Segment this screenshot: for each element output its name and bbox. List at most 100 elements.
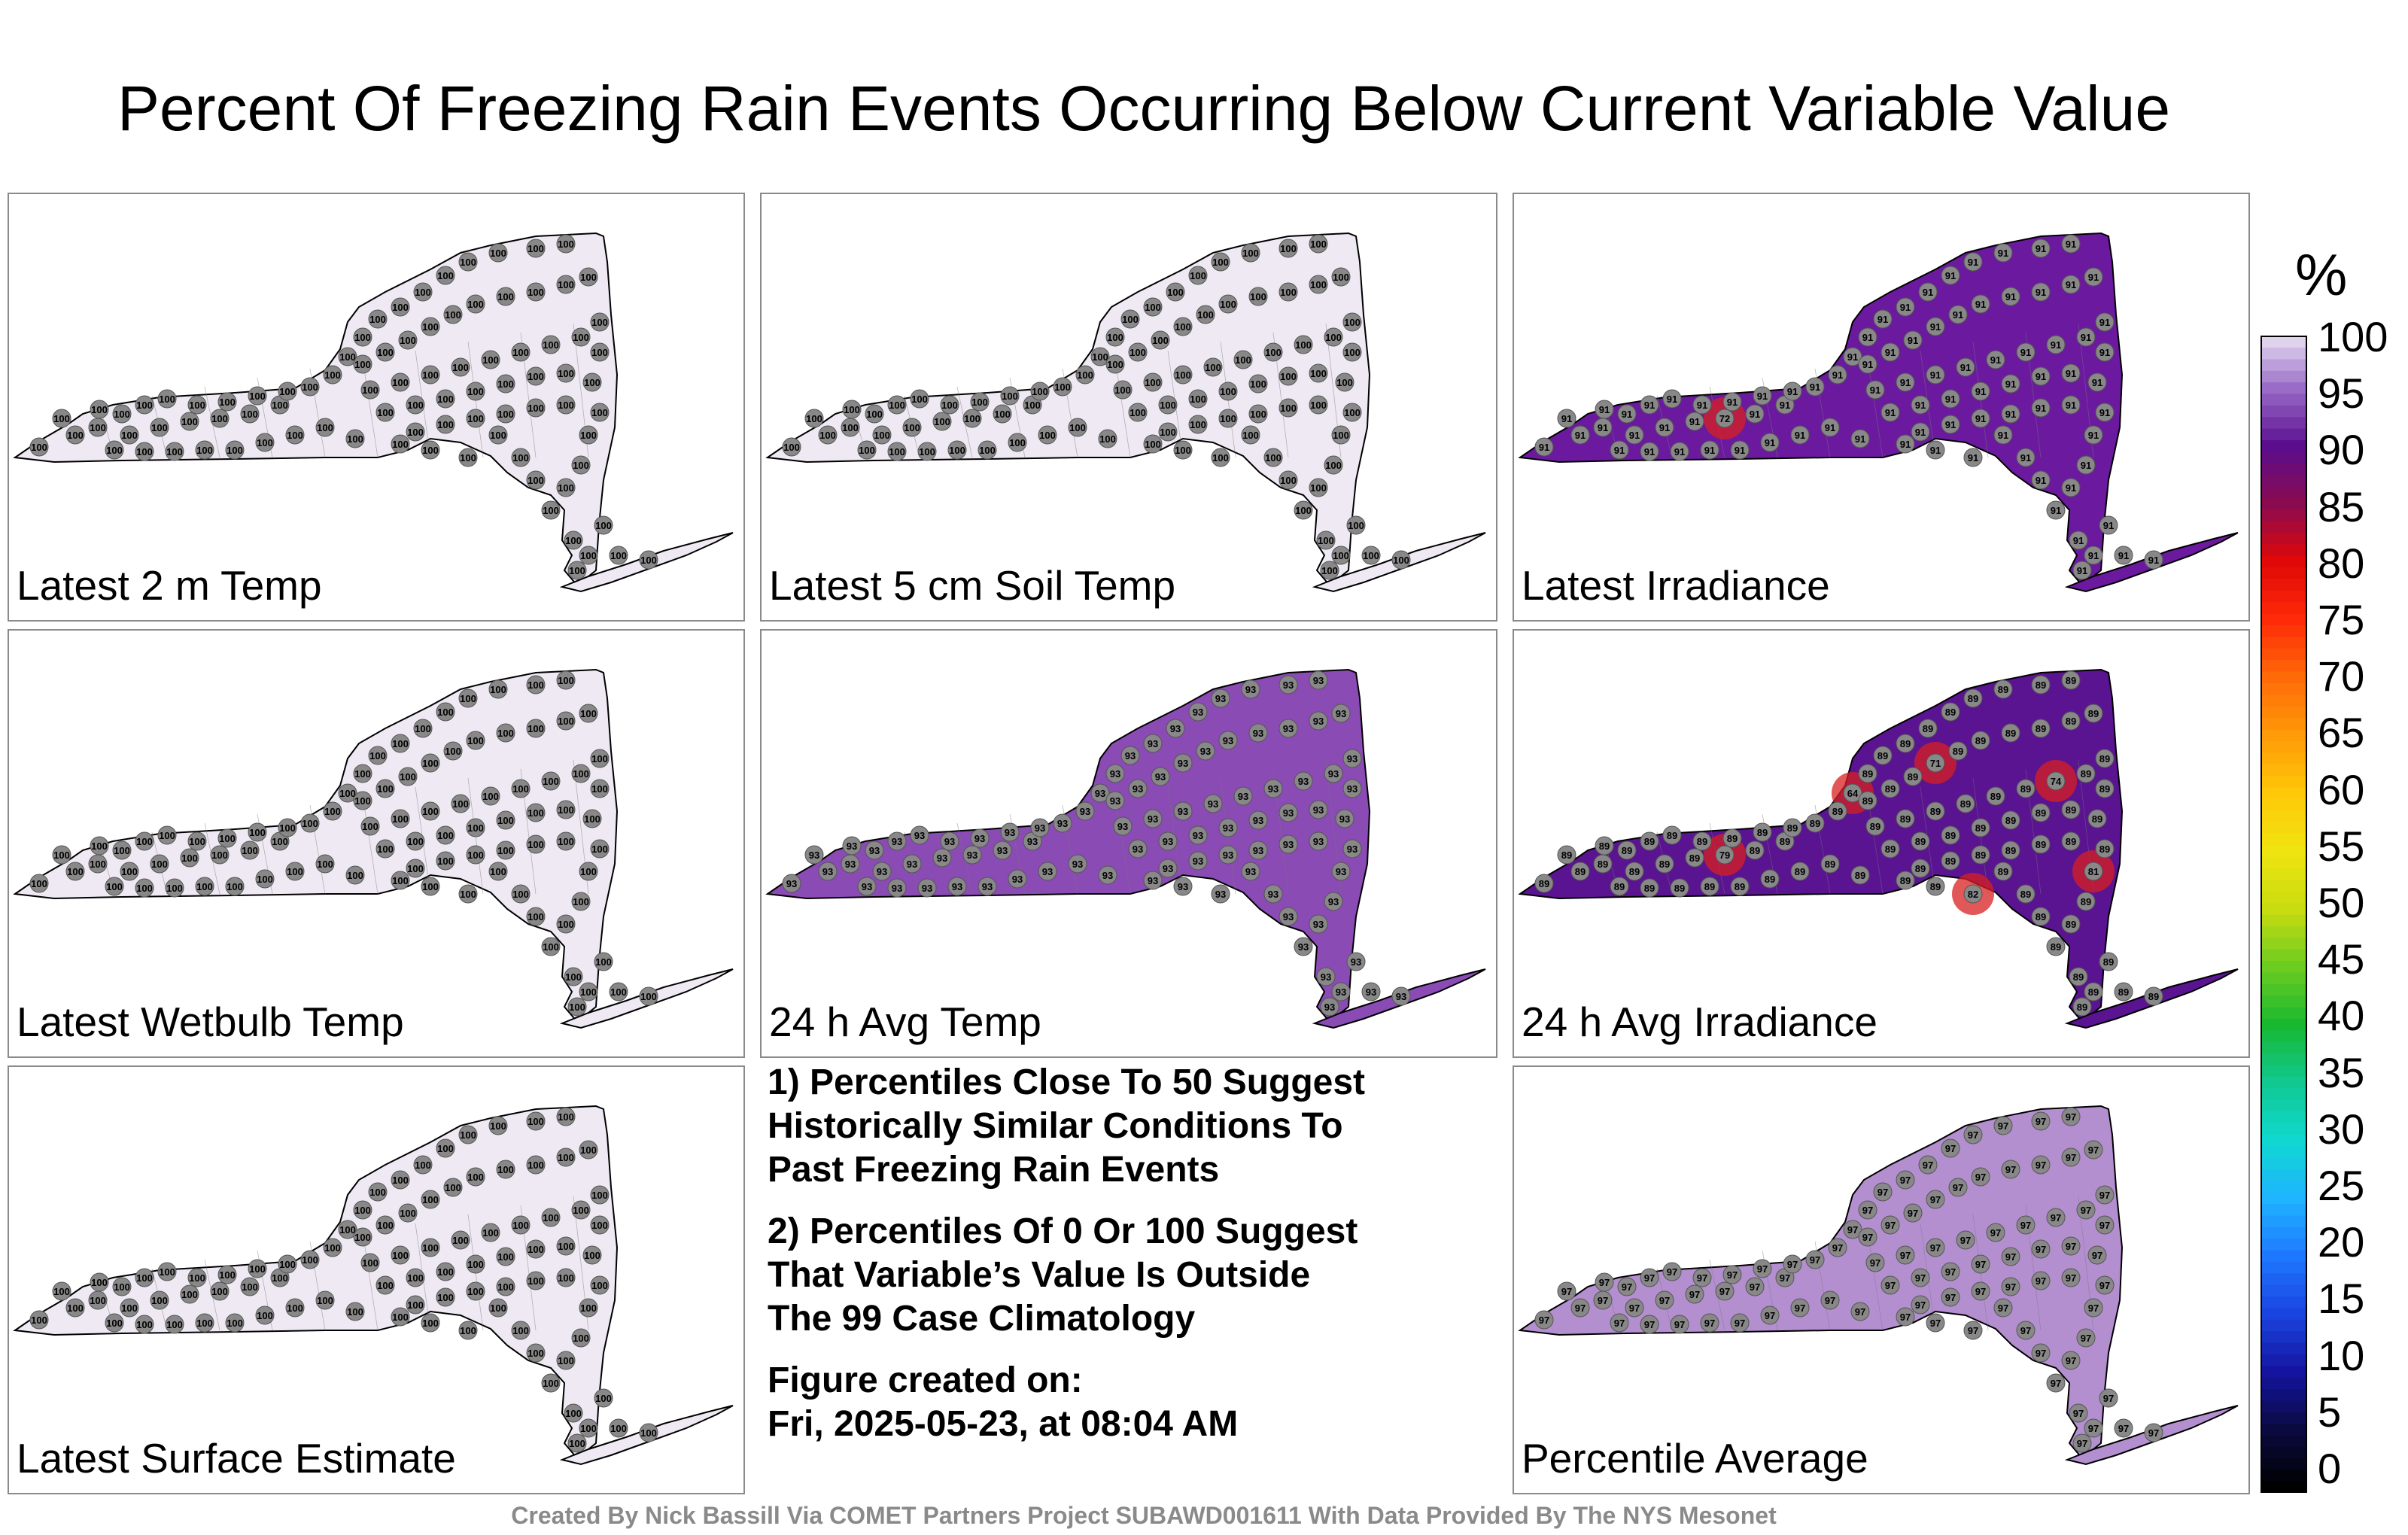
colorbar-tick-label: 20 bbox=[2318, 1218, 2365, 1266]
station-marker bbox=[1926, 1238, 1945, 1257]
station-marker bbox=[1993, 862, 2013, 881]
station-marker bbox=[1000, 822, 1020, 842]
station-marker bbox=[2001, 810, 2020, 830]
station-marker bbox=[1098, 429, 1117, 448]
station-value: 100 bbox=[482, 791, 499, 802]
station-marker bbox=[1880, 779, 1900, 798]
station-marker bbox=[217, 828, 237, 848]
note-percentiles-0-100: 2) Percentiles Of 0 Or 100 Suggest That … bbox=[768, 1211, 1358, 1339]
station-value: 100 bbox=[354, 768, 371, 780]
station-marker bbox=[1000, 386, 1020, 406]
station-marker bbox=[526, 719, 546, 738]
state-outline bbox=[765, 232, 1371, 587]
station-value: 93 bbox=[1283, 723, 1294, 734]
station-value: 93 bbox=[1200, 746, 1211, 757]
station-value: 89 bbox=[2066, 836, 2076, 847]
station-marker bbox=[375, 839, 395, 859]
station-value: 100 bbox=[1280, 371, 1297, 382]
station-marker bbox=[1625, 1298, 1644, 1318]
station-marker bbox=[526, 803, 546, 822]
station-value: 100 bbox=[565, 535, 582, 546]
station-value: 97 bbox=[1575, 1302, 1586, 1314]
station-value: 93 bbox=[1215, 889, 1226, 900]
station-value: 100 bbox=[196, 1318, 213, 1329]
station-value: 100 bbox=[287, 1302, 303, 1314]
station-value: 91 bbox=[2088, 550, 2099, 561]
station-marker bbox=[1918, 282, 1938, 302]
station-marker bbox=[1880, 1215, 1900, 1235]
colorbar-band bbox=[2261, 949, 2307, 962]
station-marker bbox=[391, 372, 410, 392]
station-value: 97 bbox=[2036, 1244, 2046, 1255]
station-marker bbox=[466, 409, 485, 428]
station-marker bbox=[2072, 561, 2092, 580]
colorbar-band bbox=[2261, 1238, 2307, 1251]
county-line bbox=[362, 359, 379, 458]
station-value: 100 bbox=[591, 407, 608, 418]
station-value: 100 bbox=[219, 1269, 236, 1281]
station-marker bbox=[2061, 478, 2081, 497]
station-value: 93 bbox=[1283, 807, 1294, 819]
station-marker bbox=[1700, 440, 1719, 460]
station-marker bbox=[940, 831, 959, 851]
station-value: 100 bbox=[151, 422, 168, 433]
station-value: 93 bbox=[1155, 771, 1166, 783]
station-value: 100 bbox=[317, 859, 333, 870]
station-value: 93 bbox=[892, 836, 902, 847]
station-marker bbox=[2084, 546, 2103, 565]
station-value: 100 bbox=[528, 287, 544, 298]
station-marker bbox=[526, 1343, 546, 1363]
station-marker bbox=[526, 239, 546, 258]
station-value: 97 bbox=[2118, 1423, 2129, 1434]
station-marker bbox=[556, 914, 576, 934]
station-marker bbox=[590, 1275, 610, 1295]
colorbar-tick-label: 40 bbox=[2318, 992, 2365, 1040]
station-value: 93 bbox=[1193, 707, 1203, 718]
station-marker bbox=[1941, 266, 1960, 285]
station-marker bbox=[1309, 914, 1328, 934]
station-value: 100 bbox=[1220, 386, 1236, 397]
station-value: 93 bbox=[862, 881, 872, 892]
station-marker bbox=[1143, 809, 1163, 828]
station-value: 93 bbox=[1283, 839, 1294, 850]
station-marker bbox=[1309, 831, 1328, 851]
station-marker bbox=[466, 381, 485, 401]
station-value: 93 bbox=[1148, 738, 1158, 749]
station-marker bbox=[2099, 515, 2118, 535]
station-value: 100 bbox=[377, 1280, 394, 1291]
station-value: 100 bbox=[460, 889, 476, 900]
station-marker bbox=[1790, 425, 1810, 445]
station-marker bbox=[2084, 425, 2103, 445]
station-value: 100 bbox=[497, 1281, 514, 1293]
station-value: 100 bbox=[971, 397, 988, 408]
station-marker bbox=[977, 440, 997, 460]
station-value: 100 bbox=[819, 430, 836, 441]
station-marker bbox=[29, 437, 49, 457]
station-marker bbox=[217, 392, 237, 412]
station-value: 100 bbox=[302, 818, 318, 829]
station-value: 100 bbox=[407, 427, 424, 438]
station-value: 100 bbox=[324, 369, 341, 381]
station-marker bbox=[639, 986, 658, 1006]
station-value: 91 bbox=[2099, 347, 2110, 358]
colorbar-band bbox=[2261, 937, 2307, 950]
station-marker bbox=[2095, 1215, 2115, 1235]
station-marker bbox=[1294, 335, 1313, 354]
station-marker bbox=[556, 234, 576, 254]
station-marker bbox=[210, 409, 230, 428]
station-value: 100 bbox=[1393, 555, 1409, 566]
station-marker bbox=[1278, 239, 1298, 258]
station-value: 100 bbox=[159, 394, 175, 405]
station-value: 100 bbox=[866, 409, 883, 420]
station-value: 100 bbox=[543, 505, 559, 516]
station-marker bbox=[29, 874, 49, 893]
station-value: 89 bbox=[1689, 853, 1700, 864]
station-marker bbox=[2069, 1403, 2088, 1423]
station-value: 100 bbox=[136, 400, 153, 411]
station-marker bbox=[1143, 871, 1163, 890]
station-marker bbox=[368, 1182, 388, 1202]
map-panel-latest-2m-temp: 100 100 100 100 100 100 100 100 100 100 100 100 100 1… bbox=[8, 193, 745, 622]
station-marker bbox=[1670, 442, 1689, 461]
station-value: 100 bbox=[1344, 317, 1361, 328]
